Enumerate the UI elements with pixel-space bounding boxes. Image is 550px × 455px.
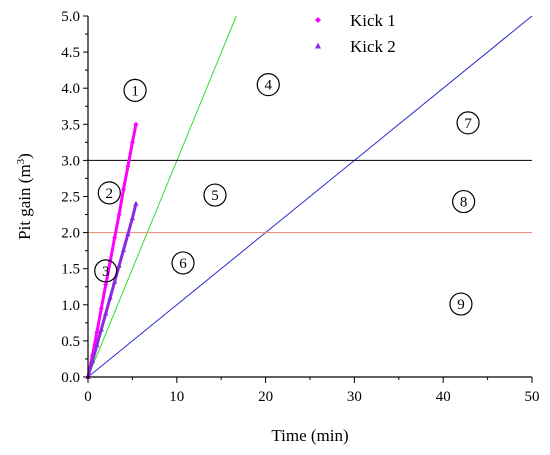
y-tick-label: 1.0 [61,298,80,314]
data-point-kick-2 [107,294,113,300]
y-tick-label: 3.5 [61,117,80,133]
data-point-kick-2 [98,326,104,332]
reference-line-diagonal-0 [87,15,237,378]
region-label-2: 2 [106,186,114,202]
region-marker-1 [123,78,147,102]
region-marker-9 [449,292,473,316]
region-marker-7 [456,111,480,135]
data-point-kick-2 [133,200,139,206]
region-marker-6 [171,251,195,275]
y-axis-title: Pit gain (m3) [15,153,34,240]
x-tick-label: 20 [258,389,273,405]
data-point-kick-2 [129,215,135,221]
legend-label-kick-1: Kick 1 [350,11,396,30]
data-point-kick-1 [112,235,118,241]
region-labels: 1 2 3 4 5 6 7 8 9 [94,72,480,316]
y-tick-label: 4.0 [61,81,80,97]
x-tick-label: 0 [84,389,92,405]
region-label-7: 7 [464,116,472,132]
region-label-1: 1 [131,83,139,99]
region-label-5: 5 [211,188,219,204]
x-axis-title: Time (min) [271,426,348,445]
reference-line-diagonal-1 [87,15,533,378]
data-point-kick-1 [103,282,109,288]
data-point-kick-2 [120,246,127,252]
x-tick-label: 30 [347,389,362,405]
y-tick-label: 4.5 [61,45,80,61]
data-point-kick-1 [125,163,131,169]
region-label-8: 8 [460,195,468,211]
y-tick-label: 3.0 [61,153,80,169]
y-tick-label: 0.0 [61,370,80,386]
region-label-6: 6 [179,256,187,272]
y-axis-title-unit-superscript: 3 [15,158,27,164]
x-tick-label: 10 [169,389,184,405]
data-point-kick-2 [94,342,100,348]
reference-lines [87,15,533,378]
y-tick-label: 2.0 [61,226,80,242]
y-tick-label: 2.5 [61,190,80,206]
y-axis-title-close: ) [15,153,34,159]
data-point-kick-1 [94,329,100,335]
legend-label-kick-2: Kick 2 [350,37,396,56]
data-point-kick-2 [112,278,118,284]
data-point-kick-1 [98,305,104,311]
region-label-4: 4 [265,78,273,94]
x-tick-label: 40 [436,389,451,405]
data-point-kick-2 [103,310,109,316]
data-point-kick-1 [116,212,122,218]
region-marker-4 [256,72,280,97]
data-point-kick-1 [121,186,127,192]
x-tick-label: 50 [525,389,540,405]
axes: 0 10 20 30 40 50 0.0 0.5 1.0 1.5 2.0 2.5 3.0 3.5 4.0 4.… [61,9,539,405]
region-marker-3 [94,259,118,283]
legend: Kick 1 Kick 2 [315,11,396,56]
region-marker-2 [97,181,121,205]
region-label-9: 9 [457,297,465,313]
series-line-kick-1 [86,124,138,378]
legend-marker-kick-2 [315,42,321,49]
data-point-kick-2 [125,231,131,237]
y-tick-label: 0.5 [61,334,80,350]
y-tick-label: 5.0 [61,9,80,25]
region-marker-8 [452,189,476,214]
data-point-kick-2 [89,358,96,364]
data-point-kick-1 [129,139,135,145]
series-line-kick-2 [86,203,138,378]
y-tick-label: 1.5 [61,262,80,278]
data-point-kick-2 [116,262,122,268]
region-label-3: 3 [102,264,110,280]
legend-marker-kick-1 [315,17,321,23]
region-marker-5 [203,183,227,207]
y-axis-title-main: Pit gain (m [15,164,34,240]
data-point-kick-1 [133,121,139,127]
